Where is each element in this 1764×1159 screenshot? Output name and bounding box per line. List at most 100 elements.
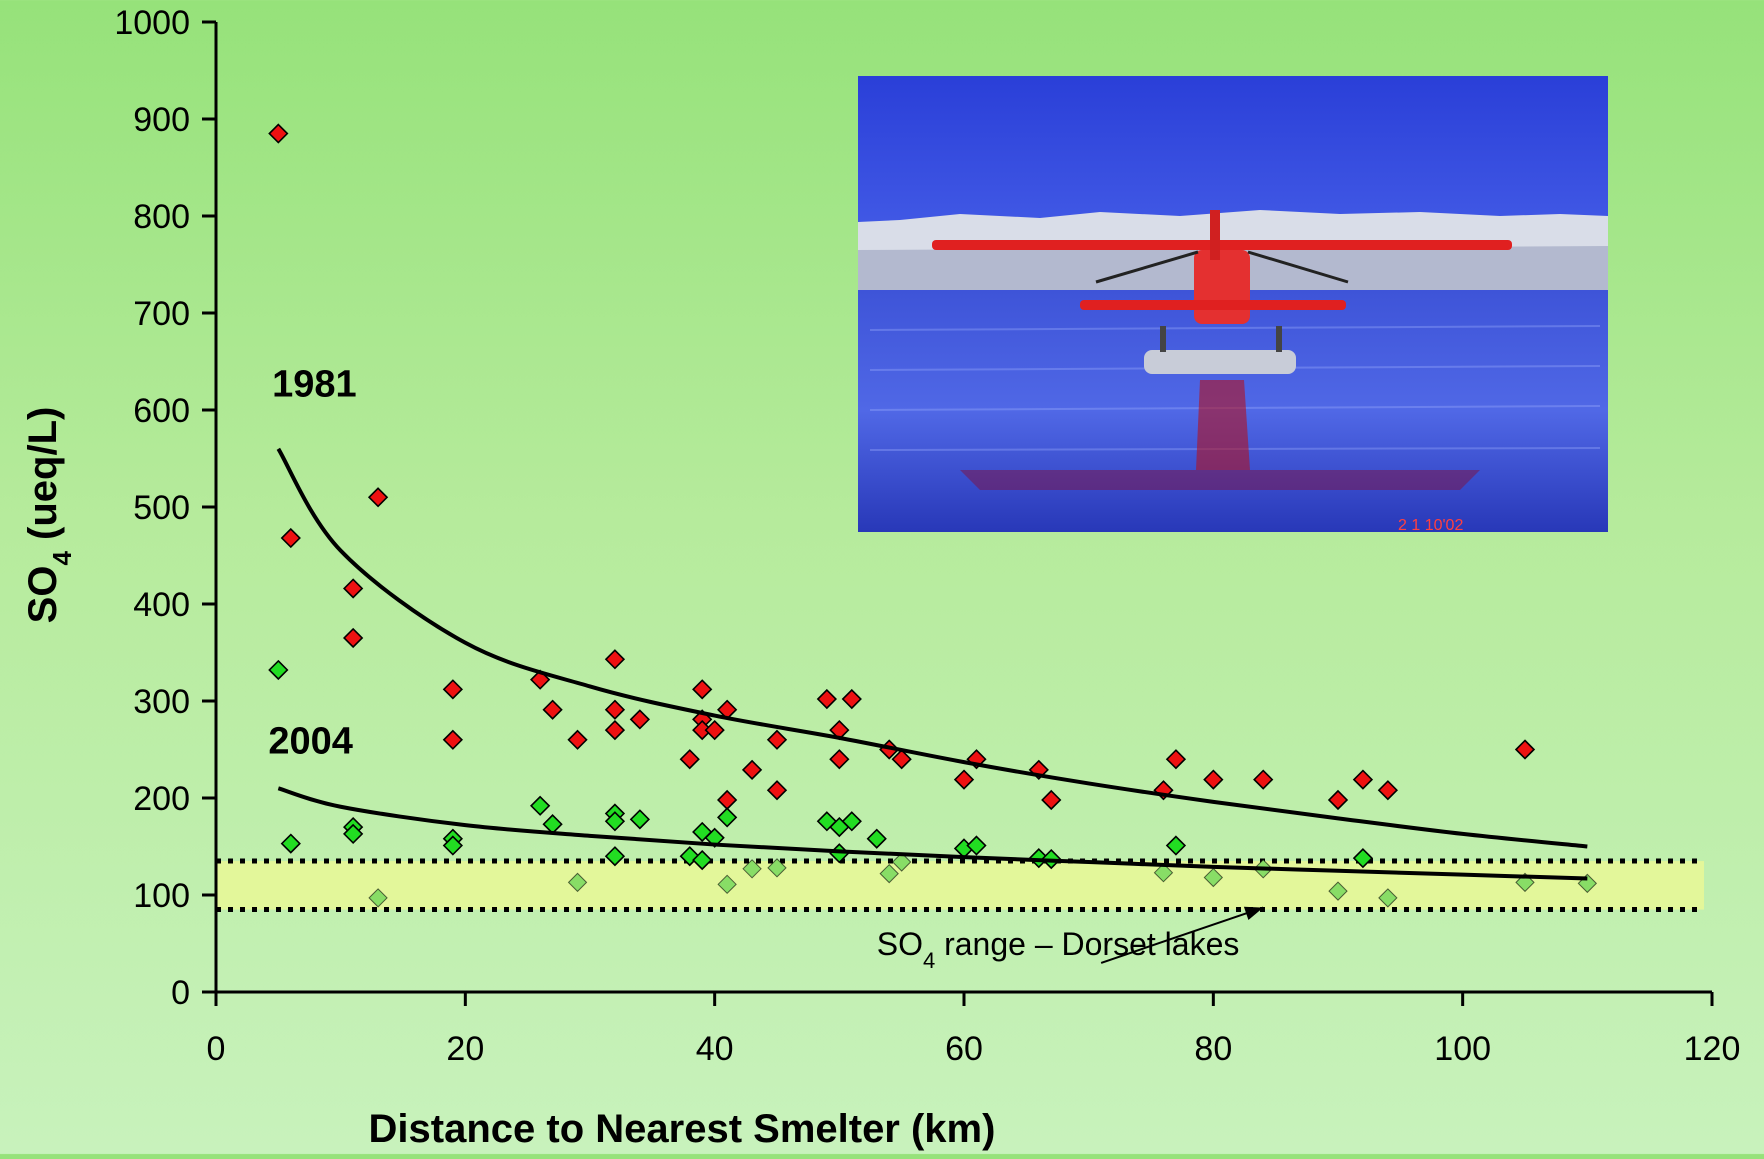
data-point-2004 xyxy=(1165,835,1187,856)
data-point-2004 xyxy=(891,852,912,872)
reference-band-fill xyxy=(216,861,1704,910)
data-point-2004 xyxy=(629,809,650,830)
y-tick-label: 800 xyxy=(133,198,190,236)
data-point-2004 xyxy=(268,659,289,681)
y-axis-title-rest: (ueq/L) xyxy=(21,407,65,551)
y-axis-title-subscript: 4 xyxy=(47,551,77,566)
fit-curves xyxy=(276,447,1588,881)
data-point-1981 xyxy=(692,679,713,700)
data-point-2004 xyxy=(604,846,626,867)
reference-band-label: SO4 range – Dorset lakes xyxy=(877,926,1240,973)
data-point-2004 xyxy=(280,833,301,854)
data-point-1981 xyxy=(953,769,975,790)
data-point-1981 xyxy=(766,780,788,801)
data-point-1981 xyxy=(1514,739,1536,760)
fit-curve-2004 xyxy=(277,786,1588,881)
data-point-1981 xyxy=(717,789,738,811)
x-tick-label: 100 xyxy=(1434,1030,1491,1068)
data-point-2004 xyxy=(542,814,563,835)
data-point-1981 xyxy=(1041,789,1062,811)
data-point-1981 xyxy=(1352,769,1374,790)
y-tick-label: 1000 xyxy=(114,4,190,42)
x-ticks: 0 20 40 60 80 100 120 xyxy=(207,992,1741,1068)
data-point-1981 xyxy=(1203,769,1224,790)
data-point-2004 xyxy=(717,807,738,828)
data-point-2004 xyxy=(1352,848,1374,869)
y-ticks: 0 100 200 300 400 500 600 700 800 900 1000 xyxy=(114,4,216,1012)
data-point-1981 xyxy=(741,759,763,781)
y-tick-label: 500 xyxy=(133,489,190,527)
y-axis-title-main: SO xyxy=(21,566,65,624)
data-point-2004 xyxy=(1203,867,1224,888)
data-point-2004 xyxy=(1153,862,1174,883)
y-tick-label: 900 xyxy=(133,101,190,139)
data-point-1981 xyxy=(829,749,850,770)
y-tick-label: 200 xyxy=(133,780,190,818)
fit-curve-1981 xyxy=(276,447,1588,849)
data-point-1981 xyxy=(604,719,626,741)
data-point-2004 xyxy=(879,863,899,884)
data-point-2004 xyxy=(841,811,862,832)
reference-band-label-subscript: 4 xyxy=(923,948,935,973)
data-point-1981 xyxy=(1253,769,1274,790)
data-point-1981 xyxy=(567,729,588,750)
data-point-1981 xyxy=(604,699,626,720)
data-point-1981 xyxy=(679,749,700,770)
data-point-1981 xyxy=(841,688,862,710)
reference-band-label-main: SO xyxy=(877,926,923,962)
data-point-2004 xyxy=(717,874,737,895)
x-tick-label: 0 xyxy=(207,1030,226,1068)
reference-band xyxy=(216,858,1704,913)
data-point-2004 xyxy=(966,835,987,856)
data-point-1981 xyxy=(367,487,389,508)
data-point-1981 xyxy=(1327,789,1349,811)
data-point-2004 xyxy=(442,835,463,856)
photo-date-stamp: 2 1 10'02 xyxy=(1398,517,1463,534)
y-tick-label: 600 xyxy=(133,392,190,430)
reference-band-arrowhead xyxy=(1243,906,1264,921)
data-point-1981 xyxy=(891,749,912,770)
data-point-2004 xyxy=(1378,888,1398,908)
data-point-2004 xyxy=(692,849,713,871)
data-point-2004 xyxy=(530,795,551,816)
data-point-1981 xyxy=(542,699,563,720)
data-point-1981 xyxy=(766,729,788,750)
data-point-2004 xyxy=(1328,881,1348,901)
data-point-1981 xyxy=(343,627,364,649)
axes: 0 100 200 300 400 500 600 700 800 900 1000 0 20 40 60… xyxy=(114,4,1740,1068)
data-point-2004 xyxy=(343,823,364,845)
data-point-1981 xyxy=(268,123,289,144)
y-tick-label: 100 xyxy=(133,877,190,915)
data-point-2004 xyxy=(368,888,388,908)
x-tick-label: 60 xyxy=(945,1030,983,1068)
x-tick-label: 120 xyxy=(1684,1030,1741,1068)
data-point-1981 xyxy=(1377,780,1398,801)
data-point-2004 xyxy=(742,859,762,879)
data-point-2004 xyxy=(567,872,588,893)
data-point-1981 xyxy=(442,729,463,750)
data-point-1981 xyxy=(442,679,463,700)
x-tick-label: 80 xyxy=(1194,1030,1232,1068)
x-tick-label: 20 xyxy=(446,1030,484,1068)
y-tick-label: 700 xyxy=(133,295,190,333)
x-tick-label: 40 xyxy=(696,1030,734,1068)
series-label-1981: 1981 xyxy=(272,363,357,405)
floatplane-icon xyxy=(932,210,1512,490)
floatplane-photo: 2 1 10'02 xyxy=(858,76,1608,534)
data-point-1981 xyxy=(280,527,301,549)
reference-band-arrow xyxy=(1100,906,1264,964)
data-point-1981 xyxy=(704,719,725,741)
data-points xyxy=(268,123,1598,908)
y-axis-title: SO4 (ueq/L) xyxy=(21,407,77,624)
data-point-1981 xyxy=(816,688,837,710)
y-tick-label: 0 xyxy=(171,974,190,1012)
y-tick-label: 300 xyxy=(133,683,190,721)
series-label-2004: 2004 xyxy=(268,720,353,762)
data-point-2004 xyxy=(767,858,787,878)
data-point-1981 xyxy=(1165,749,1187,770)
y-tick-label: 400 xyxy=(133,586,190,624)
x-axis-title: Distance to Nearest Smelter (km) xyxy=(369,1107,996,1151)
data-point-1981 xyxy=(343,578,364,599)
